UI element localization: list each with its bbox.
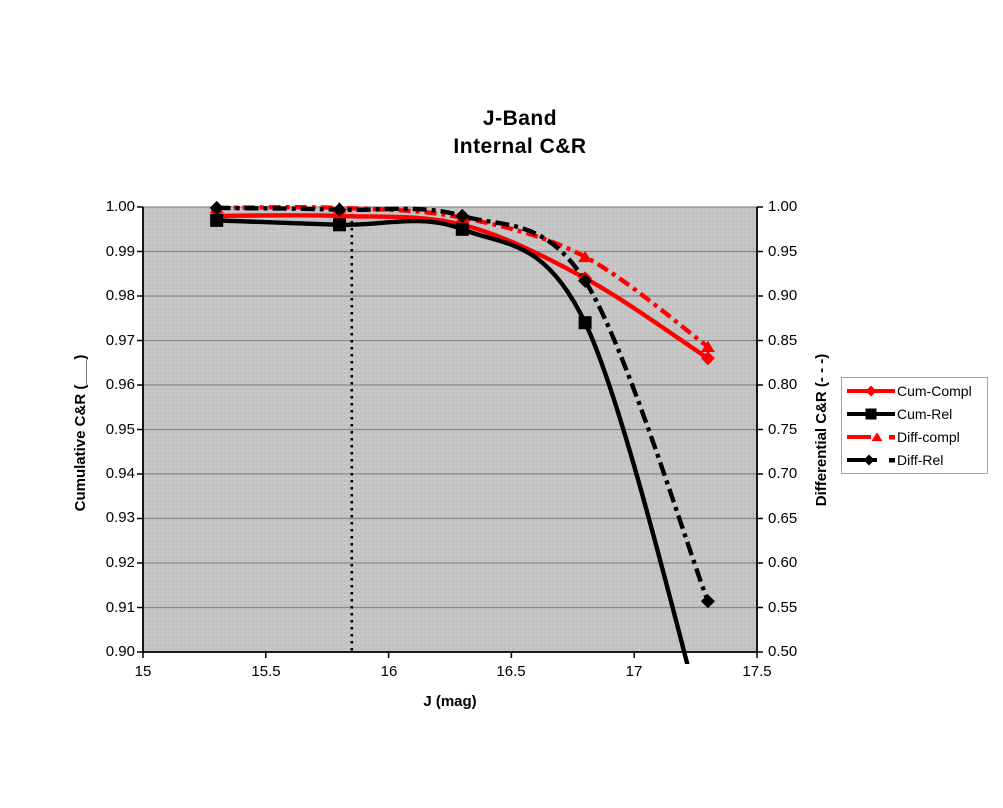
right-axis-tick-label: 0.55 [768,599,798,616]
left-axis-tick-label: 0.96 [105,376,135,393]
left-axis-tick-label: 0.98 [105,287,135,304]
series-marker-square [865,408,877,420]
series-marker-square [210,213,224,227]
legend-sample-icon [847,408,895,420]
right-axis-tick-label: 0.70 [768,465,798,482]
legend-item-Diff-compl: Diff-compl [845,426,987,449]
left-axis-tick-label: 0.90 [105,643,135,660]
series-marker-diamond [700,351,715,366]
right-axis-tick-label: 0.95 [768,243,798,260]
x-axis-tick-label: 15 [134,663,152,680]
series-marker-triangle [871,432,883,441]
legend-label: Cum-Compl [897,383,972,400]
series-line-Cum-Rel [216,218,690,664]
left-axis-tick-label: 0.91 [105,599,135,616]
chart-title: J-Band Internal C&R [270,105,770,161]
legend-label: Cum-Rel [897,406,953,423]
right-axis-tick-label: 0.75 [768,421,798,438]
right-axis-tick-label: 1.00 [768,198,798,215]
legend-item-Diff-Rel: Diff-Rel [845,448,987,471]
left-axis-tick-label: 0.99 [105,243,135,260]
series-line-Diff-Rel [216,205,710,603]
series-marker-diamond [332,202,347,217]
legend-sample-icon [847,432,895,441]
series-marker-diamond [863,454,875,466]
x-axis-title: J (mag) [423,693,477,710]
right-axis-tick-label: 0.65 [768,510,798,527]
legend-label: Diff-Rel [897,451,944,468]
chart-title-line1: J-Band [482,107,558,130]
right-axis-tick-label: 0.50 [768,643,798,660]
series-marker-diamond [578,273,593,288]
series-marker-triangle [578,250,593,263]
left-axis-tick-label: 0.93 [105,509,135,526]
x-axis-tick-label: 17 [625,663,643,680]
series-line-Diff-compl [216,204,710,349]
x-axis-tick-label: 17.5 [742,663,772,680]
series-marker-diamond [209,200,224,215]
series-marker-diamond [865,385,877,397]
series-marker-square [333,218,346,232]
legend-sample-icon [847,454,895,466]
series-marker-diamond [700,594,715,609]
series-marker-diamond [455,208,470,223]
chart-title-line2: Internal C&R [453,135,587,158]
legend-label: Diff-compl [897,428,960,445]
legend: Cum-Compl Cum-Rel Diff-compl Diff-Rel [841,377,988,474]
left-axis-title: Cumulative C&R (___) [72,354,89,512]
right-axis-tick-label: 0.85 [768,332,798,349]
legend-item-Cum-Rel: Cum-Rel [845,403,987,426]
x-axis-tick-label: 16 [380,663,398,680]
left-axis-tick-label: 0.95 [105,421,135,438]
legend-item-Cum-Compl: Cum-Compl [845,380,987,403]
x-axis-tick-label: 15.5 [251,663,281,680]
right-axis-tick-label: 0.80 [768,376,798,393]
left-axis-tick-label: 0.94 [105,465,135,482]
left-axis-tick-label: 1.00 [105,198,135,215]
x-axis-tick-label: 16.5 [496,663,526,680]
right-axis-tick-label: 0.60 [768,554,798,571]
series-marker-triangle [700,340,715,352]
legend-sample-icon [847,385,895,397]
left-axis-tick-label: 0.92 [105,554,135,571]
series-marker-square [578,316,592,330]
series-marker-square [455,222,469,236]
left-axis-tick-label: 0.97 [105,332,135,349]
right-axis-title: Differential C&R (- - -) [813,353,830,507]
right-axis-tick-label: 0.90 [768,287,798,304]
